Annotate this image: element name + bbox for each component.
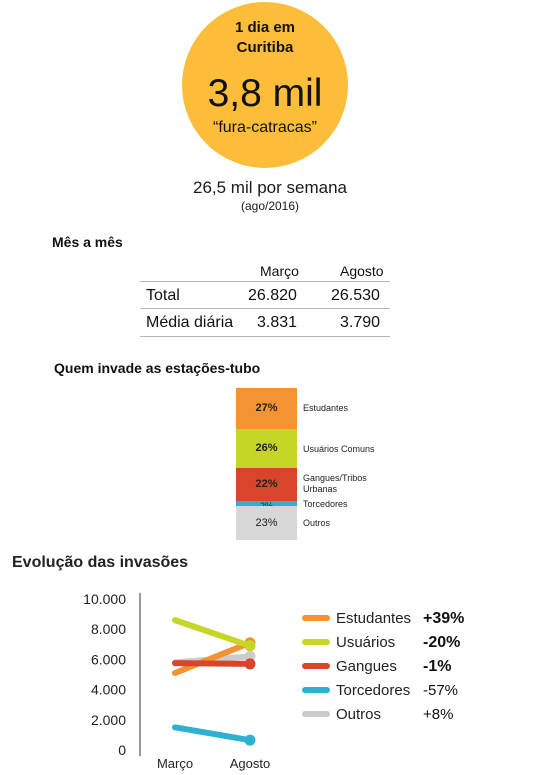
- stack-title: Quem invade as estações-tubo: [54, 360, 261, 376]
- legend-change: +8%: [423, 706, 453, 723]
- monthly-title: Mês a mês: [52, 234, 123, 250]
- y-tick-label: 8.000: [91, 621, 126, 637]
- stack-segment: 26%: [236, 428, 297, 468]
- series-line-gangues: [172, 660, 253, 667]
- cell-daily-march: 3.831: [257, 314, 298, 331]
- segment-percent: 26%: [255, 441, 278, 454]
- y-tick-label: 2.000: [91, 712, 126, 728]
- stack-segment: 23%: [236, 505, 297, 540]
- hero-heading-line1: 1 dia em: [234, 19, 296, 36]
- x-tick-label: Março: [157, 756, 193, 771]
- table-divider: [140, 308, 390, 309]
- legend-change: -20%: [423, 634, 460, 651]
- legend-label: Usuários: [336, 634, 395, 651]
- segment-label: Torcedores: [303, 499, 348, 509]
- cell-total-august: 26.530: [331, 287, 380, 304]
- segment-percent: 23%: [255, 516, 278, 529]
- y-tick-label: 0: [118, 742, 126, 758]
- series-point-usuários: [244, 640, 256, 652]
- segment-label: Outros: [303, 518, 331, 528]
- segment-label: Usuários Comuns: [303, 444, 375, 454]
- segment-label: Estudantes: [303, 403, 349, 413]
- row-label-daily-average: Média diária: [146, 314, 234, 331]
- y-tick-label: 6.000: [91, 651, 126, 667]
- table-divider: [140, 336, 390, 337]
- segment-percent: 22%: [255, 477, 278, 490]
- hero-heading: 1 dia em Curitiba: [182, 18, 348, 58]
- table-divider: [140, 281, 390, 282]
- legend-change: +39%: [423, 610, 464, 627]
- row-label-total: Total: [146, 287, 180, 304]
- legend-label: Outros: [336, 706, 381, 723]
- legend-change: -1%: [423, 658, 451, 675]
- y-tick-label: 4.000: [91, 682, 126, 698]
- series-point-outros: [244, 650, 256, 662]
- hero-caption: “fura-catracas”: [212, 119, 318, 136]
- series-point-gangues: [244, 658, 256, 670]
- series-point-torcedores: [244, 734, 256, 746]
- chart-title: Evolução das invasões: [12, 554, 189, 571]
- y-tick-label: 10.000: [83, 591, 126, 607]
- cell-total-march: 26.820: [248, 287, 297, 304]
- legend-change: -57%: [423, 682, 458, 699]
- cell-daily-august: 3.790: [340, 314, 381, 331]
- segment-percent: 27%: [255, 402, 278, 414]
- weekly-date: (ago/2016): [240, 199, 300, 213]
- x-tick-label: Agosto: [230, 756, 270, 771]
- stack-segment: 27%: [236, 388, 297, 429]
- stack-segment: 22%: [236, 467, 297, 501]
- series-line-estudantes: [172, 639, 253, 676]
- weekly-total: 26,5 mil por semana: [192, 178, 348, 197]
- column-header-march: Março: [260, 263, 299, 279]
- hero-number: 3,8 mil: [207, 72, 323, 115]
- hero-circle: 1 dia em Curitiba 3,8 mil “fura-catracas…: [182, 2, 348, 168]
- hero-heading-line2: Curitiba: [236, 39, 294, 56]
- column-header-august: Agosto: [340, 263, 384, 279]
- legend-label: Estudantes: [336, 610, 411, 627]
- segment-label: Gangues/Tribos Urbanas: [303, 473, 367, 494]
- legend-label: Torcedores: [336, 682, 410, 699]
- legend-label: Gangues: [336, 658, 397, 675]
- series-line-torcedores: [172, 724, 253, 744]
- line-chart: 10.000 8.000 6.000 4.000 2.000 0 Março Agosto Es…: [83, 591, 464, 771]
- series-line-usuários: [172, 617, 253, 649]
